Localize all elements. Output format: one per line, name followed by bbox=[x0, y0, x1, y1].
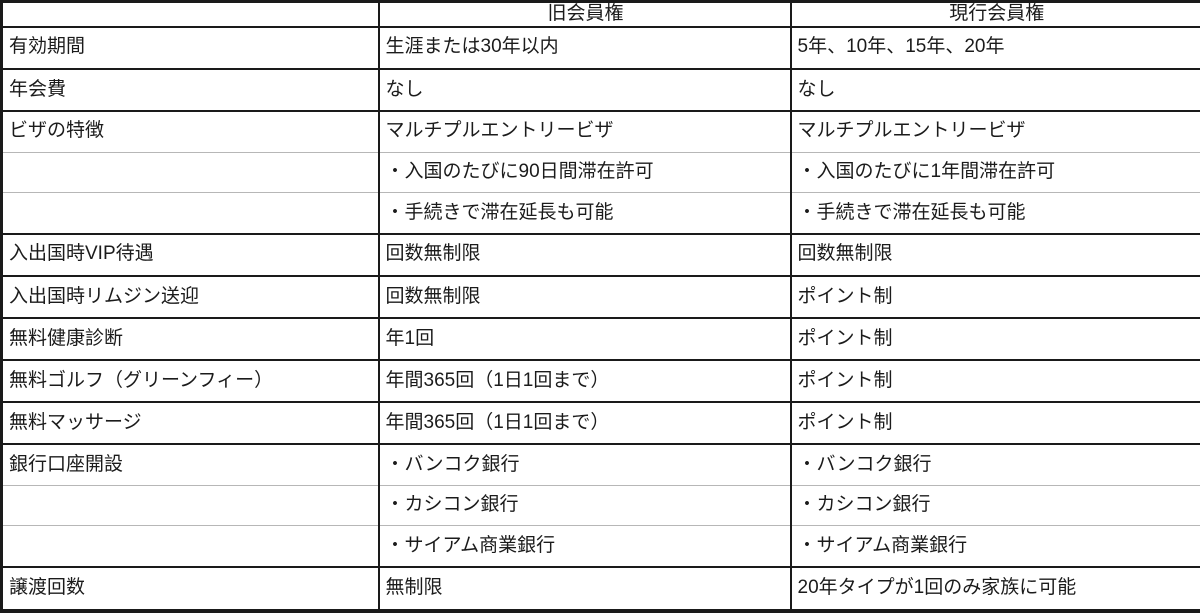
table-row: ・カシコン銀行 ・カシコン銀行 bbox=[0, 484, 1200, 526]
table-row: 譲渡回数 無制限 20年タイプが1回のみ家族に可能 bbox=[0, 566, 1200, 611]
table-row: 有効期間 生涯または30年以内 5年、10年、15年、20年 bbox=[0, 25, 1200, 69]
cell-current: ポイント制 bbox=[789, 359, 1200, 403]
row-label: 入出国時リムジン送迎 bbox=[0, 274, 379, 318]
cell-old: ・入国のたびに90日間滞在許可 bbox=[377, 151, 791, 193]
cell-old: 生涯または30年以内 bbox=[377, 25, 791, 69]
cell-old: ・サイアム商業銀行 bbox=[377, 525, 791, 568]
cell-old: なし bbox=[377, 67, 791, 111]
table-row: 入出国時VIP待遇 回数無制限 回数無制限 bbox=[0, 232, 1200, 276]
cell-old: 年間365回（1日1回まで） bbox=[377, 401, 791, 445]
row-label: 無料マッサージ bbox=[0, 401, 379, 445]
table-row: 無料マッサージ 年間365回（1日1回まで） ポイント制 bbox=[0, 401, 1200, 445]
table-row: ・サイアム商業銀行 ・サイアム商業銀行 bbox=[0, 525, 1200, 568]
table-row: 入出国時リムジン送迎 回数無制限 ポイント制 bbox=[0, 274, 1200, 318]
cell-current: ポイント制 bbox=[789, 401, 1200, 445]
cell-current: 5年、10年、15年、20年 bbox=[789, 25, 1200, 69]
cell-current: 回数無制限 bbox=[789, 232, 1200, 276]
table-row: 銀行口座開設 ・バンコク銀行 ・バンコク銀行 bbox=[0, 443, 1200, 486]
column-header-empty bbox=[0, 1, 379, 28]
cell-current: ポイント制 bbox=[789, 274, 1200, 318]
cell-current: ・サイアム商業銀行 bbox=[789, 525, 1200, 568]
row-label: 有効期間 bbox=[0, 25, 379, 69]
column-header-old-membership: 旧会員権 bbox=[377, 1, 791, 28]
table-row: ビザの特徴 マルチプルエントリービザ マルチプルエントリービザ bbox=[0, 109, 1200, 153]
row-label bbox=[0, 192, 379, 234]
row-label: 無料ゴルフ（グリーンフィー） bbox=[0, 359, 379, 403]
cell-old: マルチプルエントリービザ bbox=[377, 109, 791, 153]
table-row: ・入国のたびに90日間滞在許可 ・入国のたびに1年間滞在許可 bbox=[0, 151, 1200, 193]
table-row: ・手続きで滞在延長も可能 ・手続きで滞在延長も可能 bbox=[0, 192, 1200, 234]
cell-old: 回数無制限 bbox=[377, 274, 791, 318]
row-label bbox=[0, 525, 379, 568]
cell-old: 無制限 bbox=[377, 566, 791, 611]
cell-current: ・カシコン銀行 bbox=[789, 484, 1200, 526]
cell-current: ・入国のたびに1年間滞在許可 bbox=[789, 151, 1200, 193]
cell-current: ポイント制 bbox=[789, 316, 1200, 361]
cell-current: ・バンコク銀行 bbox=[789, 443, 1200, 486]
row-label: 年会費 bbox=[0, 67, 379, 111]
cell-old: ・カシコン銀行 bbox=[377, 484, 791, 526]
table-header: 旧会員権 現行会員権 bbox=[0, 1, 1200, 28]
row-label: 無料健康診断 bbox=[0, 316, 379, 361]
cell-old: 回数無制限 bbox=[377, 232, 791, 276]
table-row: 年会費 なし なし bbox=[0, 67, 1200, 111]
row-label: ビザの特徴 bbox=[0, 109, 379, 153]
cell-old: 年間365回（1日1回まで） bbox=[377, 359, 791, 403]
header-row: 旧会員権 現行会員権 bbox=[0, 1, 1200, 28]
table-row: 無料ゴルフ（グリーンフィー） 年間365回（1日1回まで） ポイント制 bbox=[0, 359, 1200, 403]
cell-old: ・バンコク銀行 bbox=[377, 443, 791, 486]
row-label: 譲渡回数 bbox=[0, 566, 379, 611]
cell-old: ・手続きで滞在延長も可能 bbox=[377, 192, 791, 234]
table-row: 無料健康診断 年1回 ポイント制 bbox=[0, 316, 1200, 361]
cell-old: 年1回 bbox=[377, 316, 791, 361]
cell-current: なし bbox=[789, 67, 1200, 111]
table-body: 有効期間 生涯または30年以内 5年、10年、15年、20年 年会費 なし なし ビザの特徴… bbox=[0, 25, 1200, 611]
cell-current: 20年タイプが1回のみ家族に可能 bbox=[789, 566, 1200, 611]
row-label bbox=[0, 484, 379, 526]
row-label: 入出国時VIP待遇 bbox=[0, 232, 379, 276]
row-label bbox=[0, 151, 379, 193]
cell-current: マルチプルエントリービザ bbox=[789, 109, 1200, 153]
column-header-current-membership: 現行会員権 bbox=[789, 1, 1200, 28]
row-label: 銀行口座開設 bbox=[0, 443, 379, 486]
cell-current: ・手続きで滞在延長も可能 bbox=[789, 192, 1200, 234]
